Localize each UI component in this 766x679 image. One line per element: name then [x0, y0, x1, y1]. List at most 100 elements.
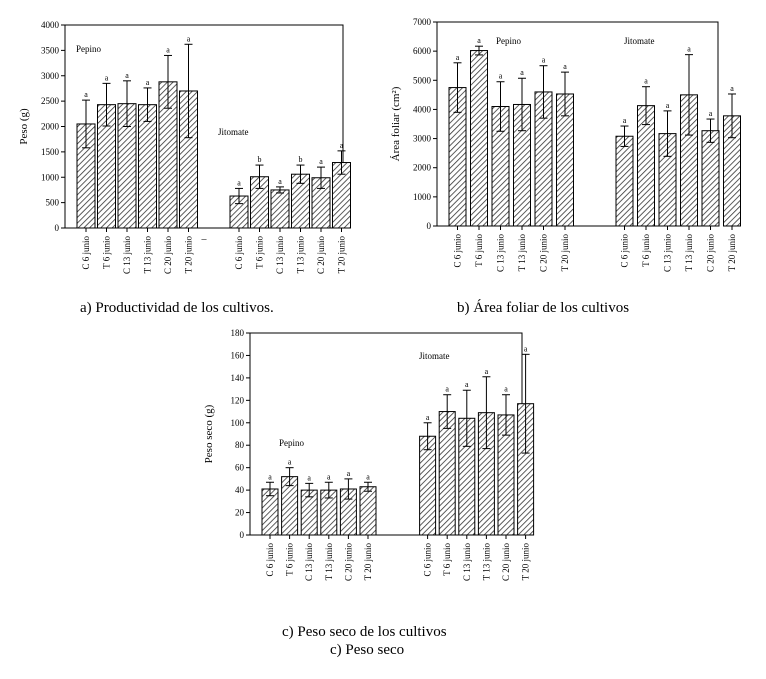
significance-letter: a [709, 109, 713, 118]
x-tick-label: T 6 junio [474, 234, 484, 267]
bar [359, 486, 377, 536]
y-axis-label: Peso seco (g) [203, 404, 215, 463]
x-tick-label: C 13 junio [663, 234, 673, 273]
y-tick-label: 140 [231, 373, 245, 383]
bar [470, 50, 488, 227]
significance-letter: a [84, 90, 88, 99]
x-tick-label: C 6 junio [265, 543, 275, 577]
y-axis-label: Peso (g) [18, 108, 30, 145]
x-tick-label: T 13 junio [296, 236, 306, 274]
bar [270, 189, 290, 229]
significance-letter: a [485, 367, 489, 376]
x-tick-label: T 6 junio [255, 236, 265, 269]
x-tick-label: T 20 junio [184, 236, 194, 274]
caption-c-sub: c) Peso seco [330, 642, 405, 658]
y-tick-label: 500 [46, 198, 60, 208]
significance-letter: a [366, 472, 370, 481]
y-tick-label: 120 [231, 395, 245, 405]
x-tick-label: T 13 junio [517, 234, 527, 272]
significance-letter: b [299, 155, 303, 164]
significance-letter: a [307, 473, 311, 482]
significance-letter: a [445, 385, 449, 394]
x-tick-label: C 13 junio [122, 236, 132, 275]
significance-letter: a [105, 73, 109, 82]
significance-letter: a [146, 78, 150, 87]
y-tick-label: 2000 [413, 163, 432, 173]
y-tick-label: 160 [231, 350, 245, 360]
x-tick-label: T 20 junio [560, 234, 570, 272]
y-tick-label: 2000 [41, 122, 60, 132]
y-tick-label: 0 [427, 221, 432, 231]
y-tick-label: 180 [231, 328, 245, 338]
y-tick-label: 7000 [413, 17, 432, 27]
x-tick-label: C 20 junio [706, 234, 716, 273]
chart-productividad: 0 500 1000 1500 2000 2500 3000 3500 4000 Peso (g)… [18, 20, 351, 275]
x-tick-label: C 13 junio [275, 236, 285, 275]
x-tick-label: T 6 junio [442, 543, 452, 576]
caption-b: b) Área foliar de los cultivos [457, 300, 630, 316]
x-tick-label: T 13 junio [684, 234, 694, 272]
significance-letter: a [166, 45, 170, 54]
x-tick-label: T 6 junio [285, 543, 295, 576]
group-label: Pepino [496, 36, 522, 46]
group-label: Pepino [279, 438, 305, 448]
y-tick-label: 0 [55, 223, 60, 233]
significance-letter: a [340, 141, 344, 150]
y-tick-label: 100 [231, 418, 245, 428]
chart-area-foliar: 0 1000 2000 3000 4000 5000 6000 7000 Área foliar… [390, 17, 741, 273]
x-tick-label: C 13 junio [304, 543, 314, 582]
significance-letter: a [524, 344, 528, 353]
group-label: Jitomate [218, 127, 249, 137]
significance-letter: a [327, 472, 331, 481]
group-label: Jitomate [419, 351, 450, 361]
y-tick-label: 1000 [413, 192, 432, 202]
y-tick-label: 4000 [41, 20, 60, 30]
significance-letter: a [623, 116, 627, 125]
caption-a: a) Productividad de los cultivos. [80, 300, 274, 316]
x-tick-label: C 6 junio [423, 543, 433, 577]
significance-letter: a [465, 380, 469, 389]
significance-letter: a [520, 68, 524, 77]
significance-letter: a [687, 45, 691, 54]
significance-letter: a [347, 469, 351, 478]
x-tick-label: C 6 junio [453, 234, 463, 268]
x-tick-label: C 6 junio [620, 234, 630, 268]
x-tick-label: T 20 junio [521, 543, 531, 581]
y-axis-label: Área foliar (cm²) [390, 86, 402, 161]
x-tick-label: C 20 junio [539, 234, 549, 273]
significance-letter: a [187, 34, 191, 43]
y-tick-label: 20 [235, 508, 245, 518]
significance-letter: a [456, 53, 460, 62]
significance-letter: a [319, 157, 323, 166]
bar [615, 135, 634, 227]
significance-letter: b [258, 155, 262, 164]
significance-letter: a [477, 36, 481, 45]
significance-letter: a [237, 178, 241, 187]
separator-mark: – [201, 234, 208, 245]
x-tick-label: C 20 junio [343, 543, 353, 582]
x-tick-label: C 13 junio [462, 543, 472, 582]
x-tick-label: T 20 junio [727, 234, 737, 272]
significance-letter: a [730, 84, 734, 93]
significance-letter: a [426, 413, 430, 422]
y-tick-label: 3000 [413, 134, 432, 144]
bar [701, 130, 720, 227]
x-tick-label: T 20 junio [363, 543, 373, 581]
x-tick-label: T 6 junio [102, 236, 112, 269]
significance-letter: a [268, 472, 272, 481]
x-tick-label: T 20 junio [337, 236, 347, 274]
x-tick-label: T 13 junio [143, 236, 153, 274]
x-tick-label: C 20 junio [316, 236, 326, 275]
x-tick-label: T 6 junio [641, 234, 651, 267]
y-tick-label: 1500 [41, 147, 60, 157]
significance-letter: a [644, 77, 648, 86]
y-tick-label: 40 [235, 485, 245, 495]
significance-letter: a [288, 458, 292, 467]
plot-frame [436, 21, 719, 227]
group-label: Pepino [76, 44, 102, 54]
x-tick-label: C 6 junio [81, 236, 91, 270]
x-tick-label: C 6 junio [234, 236, 244, 270]
group-label: Jitomate [624, 36, 655, 46]
y-tick-label: 3000 [41, 71, 60, 81]
bar [138, 104, 157, 229]
